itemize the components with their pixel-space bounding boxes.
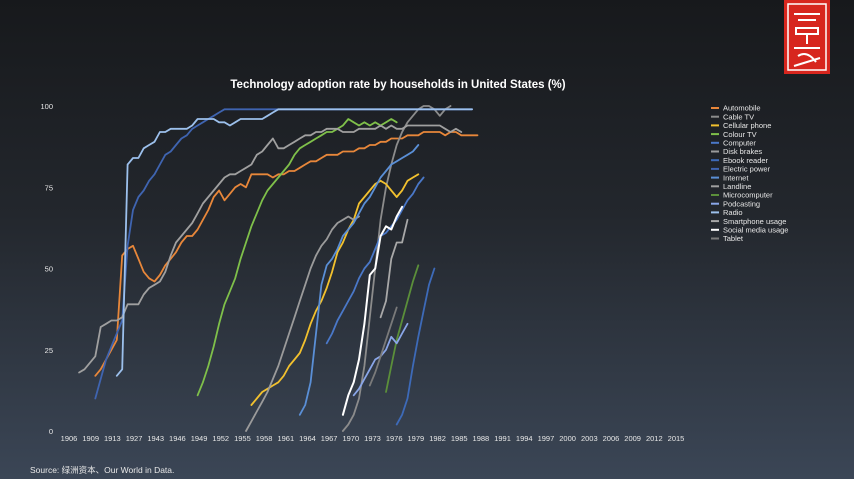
series-line-internet [298, 144, 420, 416]
x-tick-label: 1913 [104, 434, 121, 443]
y-tick-label: 100 [40, 102, 53, 111]
x-tick-label: 1955 [234, 434, 251, 443]
legend-label: Radio [723, 208, 743, 217]
x-tick-label: 1964 [299, 434, 316, 443]
x-tick-label: 1994 [516, 434, 533, 443]
legend-label: Automobile [723, 104, 761, 113]
series-line-social-media-usage [341, 205, 404, 416]
legend-label: Cellular phone [723, 121, 771, 130]
x-tick-label: 1952 [212, 434, 229, 443]
legend-label: Microcomputer [723, 191, 773, 200]
legend-label: Disk brakes [723, 147, 762, 156]
y-axis: 0 25 50 75 100 [40, 102, 53, 436]
series-line-disk-brakes [245, 215, 360, 432]
x-tick-label: 2009 [624, 434, 641, 443]
x-tick-label: 2003 [581, 434, 598, 443]
x-axis: 1906 1909 1913 1927 1943 1946 1949 1952 1955 1958… [61, 434, 685, 443]
x-tick-label: 1988 [473, 434, 490, 443]
x-tick-label: 1982 [429, 434, 446, 443]
x-tick-label: 1991 [494, 434, 511, 443]
x-tick-label: 1927 [126, 434, 143, 443]
series-line-cable-tv [342, 105, 452, 432]
y-tick-label: 0 [49, 427, 53, 436]
x-tick-label: 1967 [321, 434, 338, 443]
series-line-radio [115, 108, 473, 377]
legend-label: Smartphone usage [723, 217, 786, 226]
x-tick-label: 2006 [603, 434, 620, 443]
x-tick-label: 1946 [169, 434, 186, 443]
legend-label: Tablet [723, 234, 744, 243]
x-tick-label: 2012 [646, 434, 663, 443]
series-line-automobile [94, 131, 479, 377]
y-tick-label: 50 [45, 265, 53, 274]
x-tick-label: 1985 [451, 434, 468, 443]
x-tick-label: 1997 [538, 434, 555, 443]
x-tick-label: 1949 [191, 434, 208, 443]
legend-label: Social media usage [723, 226, 788, 235]
series-line-colour-tv [196, 118, 398, 397]
x-tick-label: 2000 [559, 434, 576, 443]
x-tick-label: 1979 [408, 434, 425, 443]
x-tick-label: 2015 [668, 434, 685, 443]
x-tick-label: 1943 [147, 434, 164, 443]
series-line-computer [325, 176, 425, 345]
y-tick-label: 25 [45, 346, 53, 355]
source-note: Source: 绿洲资本、Our World in Data. [30, 465, 175, 475]
chart-title: Technology adoption rate by households i… [230, 79, 565, 91]
series-line-cellular-phone [250, 173, 420, 406]
x-tick-label: 1961 [277, 434, 294, 443]
x-tick-label: 1909 [82, 434, 99, 443]
series-line-tablet [368, 306, 398, 387]
x-tick-label: 1976 [386, 434, 403, 443]
logo-glyph-icon [787, 3, 827, 71]
y-tick-label: 75 [45, 183, 53, 192]
legend-label: Landline [723, 182, 751, 191]
series-line-smartphone-usage [379, 218, 409, 319]
legend-label: Podcasting [723, 199, 760, 208]
legend-label: Computer [723, 139, 756, 148]
series-line-ebook-reader [395, 267, 436, 426]
x-tick-label: 1973 [364, 434, 381, 443]
legend-label: Electric power [723, 165, 771, 174]
logo [784, 0, 830, 74]
plot-area [78, 105, 479, 432]
x-tick-label: 1970 [342, 434, 359, 443]
series-line-landline [78, 124, 463, 374]
legend-label: Ebook reader [723, 156, 769, 165]
legend-label: Cable TV [723, 112, 754, 121]
legend-label: Internet [723, 173, 749, 182]
x-tick-label: 1906 [61, 434, 78, 443]
x-tick-label: 1958 [256, 434, 273, 443]
series-line-microcomputer [385, 264, 420, 393]
legend-label: Colour TV [723, 130, 757, 139]
